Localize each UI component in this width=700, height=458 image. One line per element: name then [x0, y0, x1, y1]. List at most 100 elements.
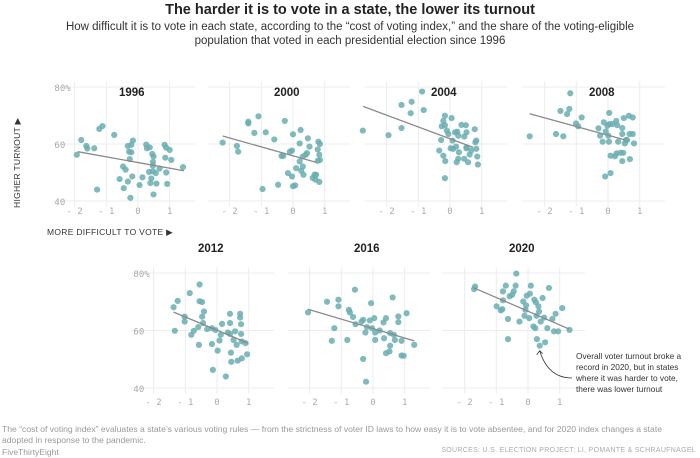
data-point — [171, 327, 178, 334]
data-point — [596, 132, 604, 139]
data-point — [441, 122, 449, 129]
x-tick-label: - 1 — [488, 398, 504, 408]
y-tick-label: 80% — [133, 270, 150, 280]
data-point — [244, 351, 251, 358]
data-point — [136, 181, 143, 189]
data-point — [557, 107, 564, 115]
data-point — [116, 175, 123, 183]
data-point — [316, 156, 324, 164]
data-point — [448, 114, 455, 122]
data-point — [545, 284, 553, 292]
data-point — [209, 366, 216, 373]
data-point — [473, 137, 480, 144]
y-axis-label: HIGHER TURNOUT ▶ — [12, 117, 22, 208]
data-point — [304, 135, 311, 142]
panel-title: 2004 — [431, 87, 457, 99]
data-point — [463, 145, 470, 152]
data-point — [606, 109, 613, 117]
data-point — [398, 101, 405, 109]
data-point — [408, 98, 415, 105]
x-tick-label: 1 — [402, 398, 407, 408]
data-point — [419, 88, 426, 95]
data-point — [471, 283, 479, 290]
x-tick-label: 1 — [637, 207, 642, 217]
data-point — [226, 319, 234, 327]
data-point — [493, 303, 500, 310]
data-point — [120, 185, 127, 192]
data-point — [555, 328, 562, 335]
data-point — [389, 294, 396, 301]
data-point — [91, 145, 98, 152]
data-point — [124, 178, 131, 185]
data-point — [139, 174, 146, 181]
data-point — [382, 315, 390, 322]
data-point — [436, 147, 443, 154]
data-point — [196, 281, 203, 288]
data-point — [526, 290, 534, 297]
data-point — [289, 131, 297, 138]
annotation-2020: Overall voter turnout broke a record in … — [576, 351, 682, 394]
data-point — [94, 186, 101, 193]
data-point — [564, 110, 571, 118]
panel-1996: 40 60 80% - 2 - 1 0 1 1996 — [52, 81, 196, 217]
data-point — [208, 340, 216, 348]
data-point — [293, 165, 300, 172]
data-point — [391, 336, 398, 344]
x-tick-label: - 1 — [568, 207, 584, 217]
data-point — [204, 325, 211, 333]
data-point — [544, 325, 551, 332]
data-point — [199, 298, 206, 306]
x-tick-label: 0 — [525, 398, 530, 408]
panel-2008: - 2 - 1 0 1 2008 — [522, 81, 666, 217]
x-tick-label: - 2 — [221, 207, 237, 217]
data-point — [346, 309, 353, 316]
data-point — [122, 166, 129, 173]
x-tick-label: - 2 — [145, 398, 161, 408]
data-point — [299, 163, 306, 170]
data-point — [526, 315, 533, 322]
panel-title: 2000 — [274, 87, 300, 99]
data-point — [111, 131, 118, 138]
data-point — [288, 173, 296, 180]
data-point — [360, 355, 367, 363]
data-point — [233, 142, 240, 150]
data-point — [455, 132, 462, 139]
data-point — [623, 136, 631, 144]
data-point — [190, 327, 197, 334]
arrowhead-icon — [536, 350, 544, 355]
data-point — [218, 320, 226, 327]
data-point — [280, 152, 287, 160]
data-point — [262, 129, 269, 136]
data-point — [362, 378, 370, 385]
data-point — [233, 341, 240, 348]
data-point — [164, 180, 171, 187]
x-tick-label: - 2 — [378, 207, 394, 217]
y-tick-label: 40 — [133, 385, 144, 395]
x-tick-label: 0 — [214, 398, 219, 408]
data-point — [296, 158, 303, 165]
data-point — [615, 138, 622, 145]
data-point — [471, 126, 478, 133]
x-tick-label: 0 — [370, 398, 375, 408]
data-point — [567, 90, 574, 97]
data-point — [566, 105, 573, 113]
data-point — [237, 321, 245, 328]
y-tick-label: 40 — [54, 198, 65, 208]
data-point — [170, 304, 177, 311]
x-tick-label: 0 — [447, 207, 452, 217]
data-point — [630, 140, 638, 147]
data-point — [371, 315, 378, 322]
data-point — [533, 336, 540, 343]
panel-2004: - 2 - 1 0 1 2004 — [359, 81, 508, 217]
data-point — [328, 337, 335, 344]
data-point — [281, 117, 288, 125]
data-point — [238, 355, 245, 362]
data-point — [602, 173, 609, 180]
data-point — [360, 316, 367, 323]
data-point — [458, 121, 465, 129]
x-tick-label: 1 — [322, 207, 327, 217]
x-tick-label: - 1 — [98, 207, 114, 217]
data-point — [237, 314, 244, 321]
data-point — [442, 158, 449, 165]
x-axis-label: MORE DIFFICULT TO VOTE ▶ — [47, 227, 173, 237]
